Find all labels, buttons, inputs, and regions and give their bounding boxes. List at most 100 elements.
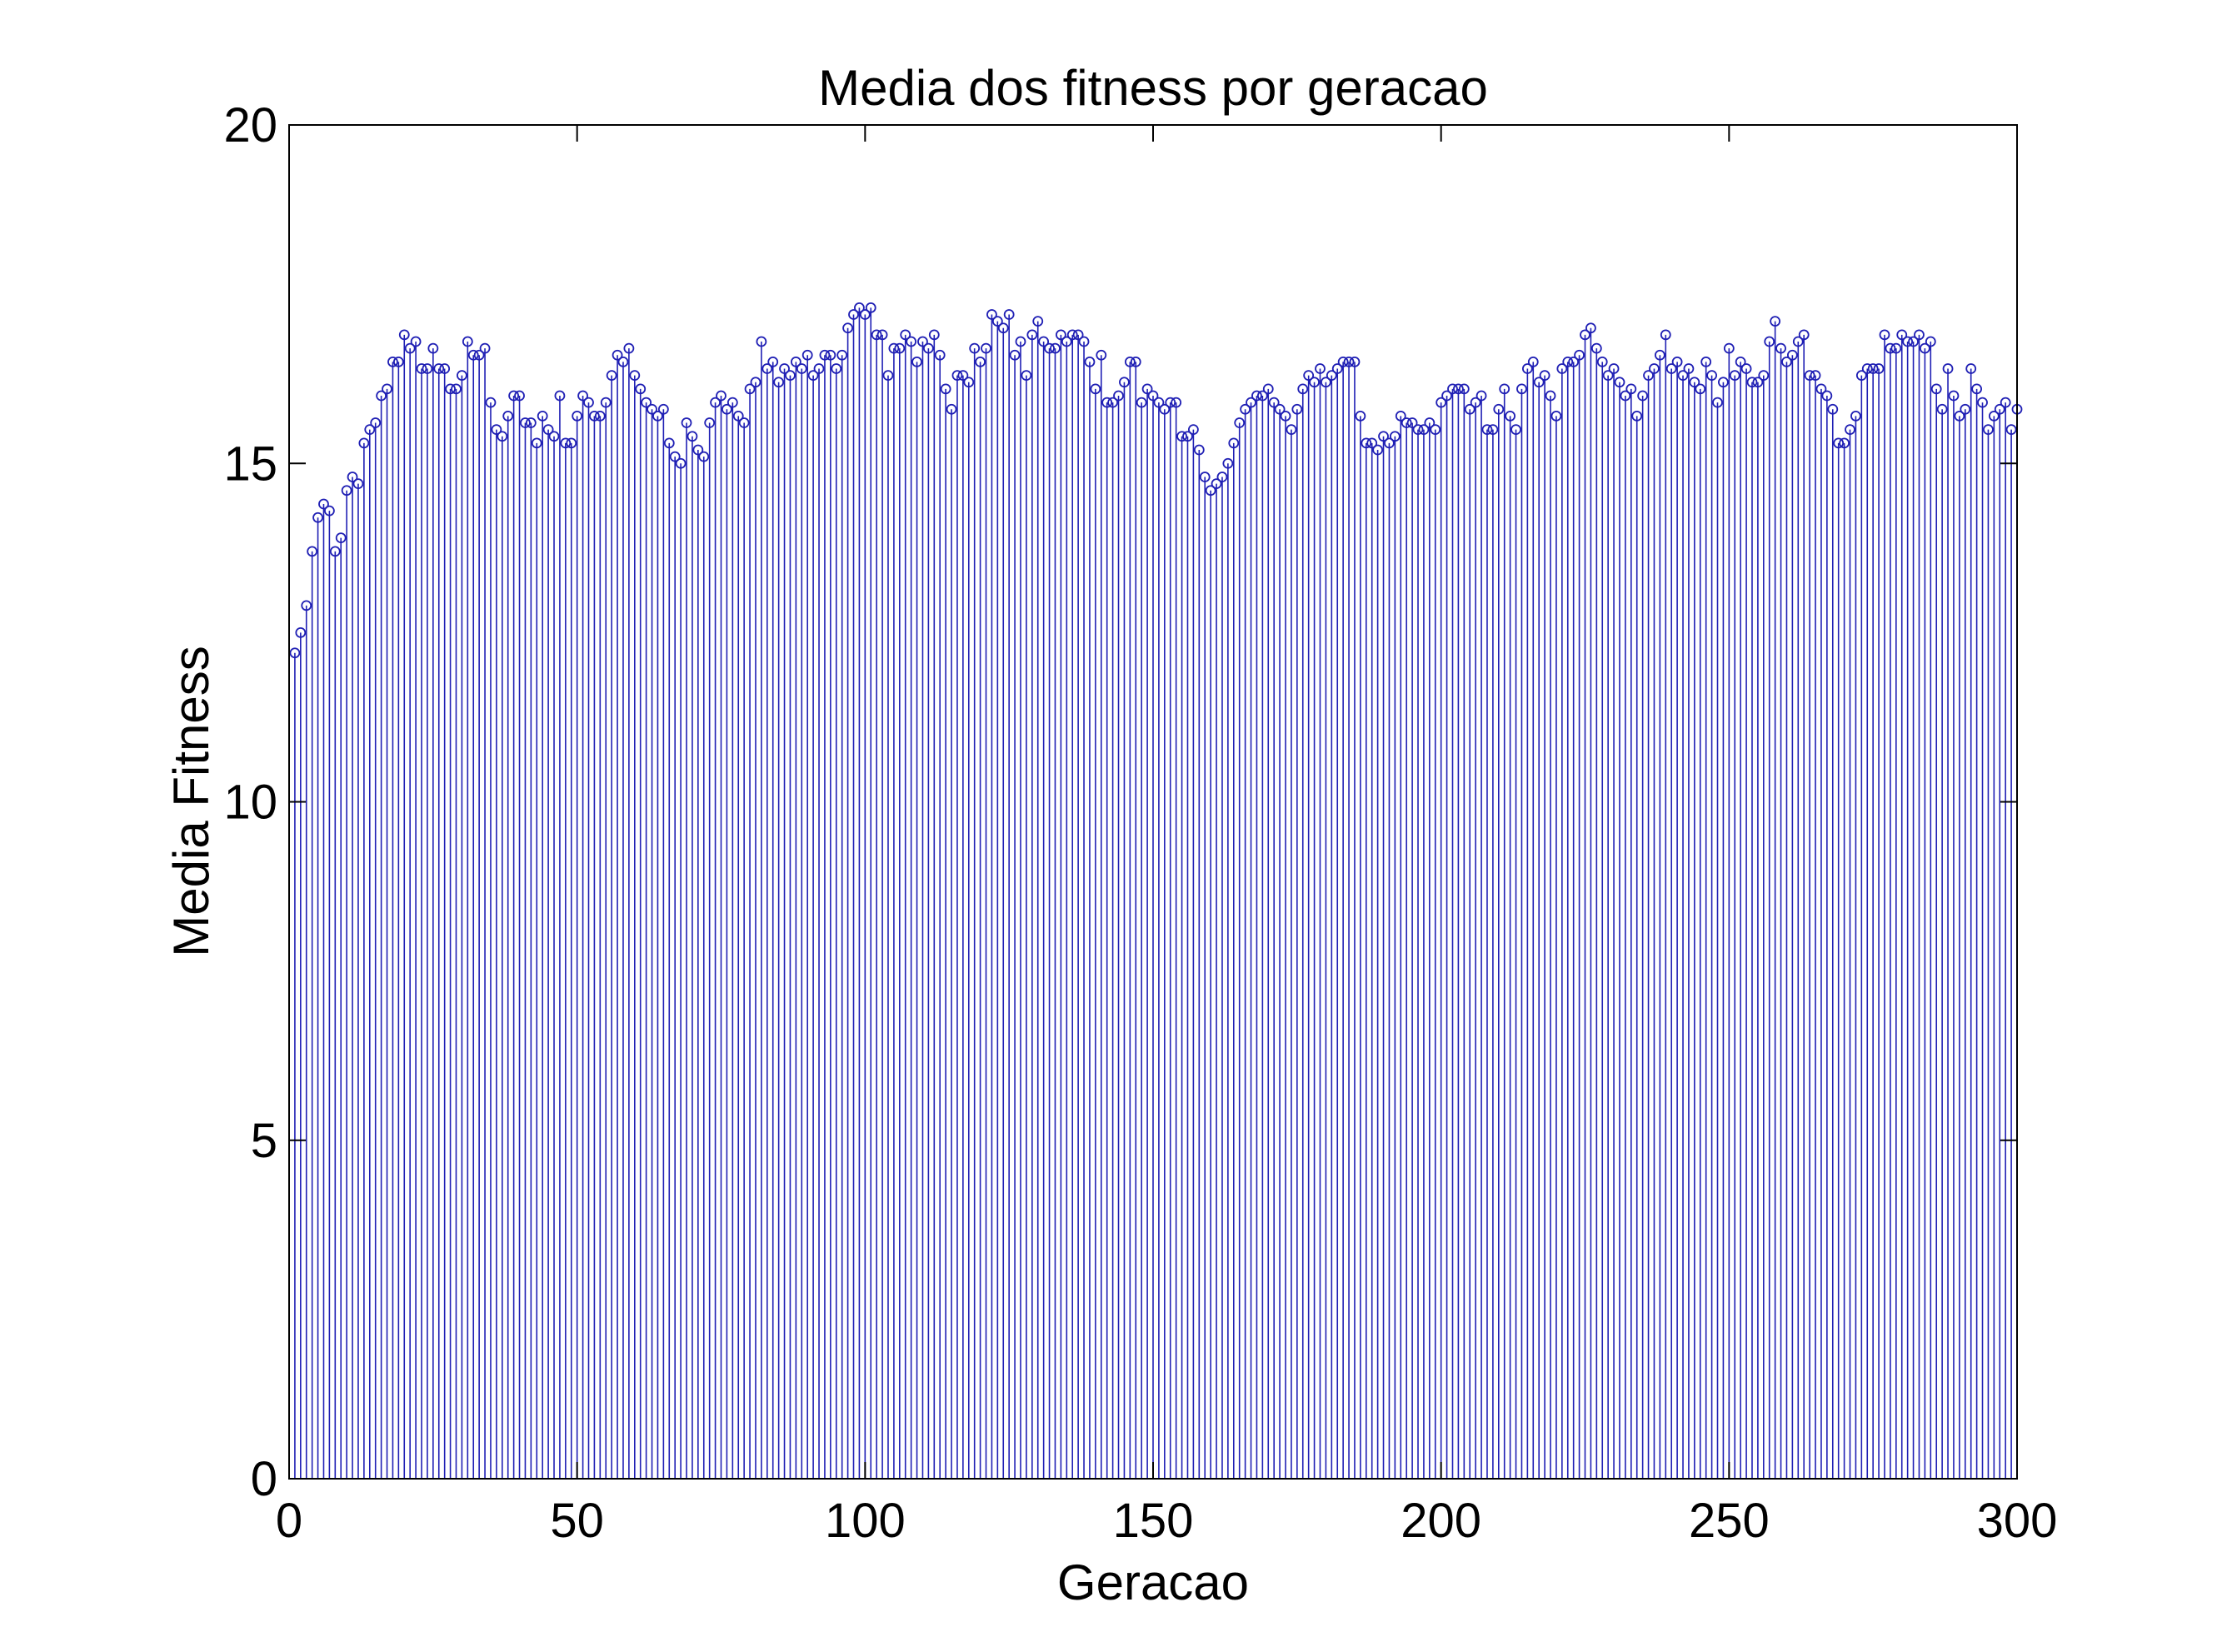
y-tick-label: 10: [223, 776, 277, 830]
data-point: [1038, 336, 1050, 347]
data-point: [548, 431, 560, 442]
data-point: [473, 349, 485, 361]
data-point: [1718, 377, 1729, 388]
data-point: [1988, 410, 2000, 422]
data-point: [1983, 424, 1994, 436]
data-point: [813, 363, 825, 374]
data-point: [497, 431, 508, 442]
data-point: [732, 410, 744, 422]
data-point: [819, 349, 831, 361]
data-point: [1424, 417, 1436, 428]
data-point: [1355, 410, 1366, 422]
data-point: [1890, 342, 1902, 354]
data-point: [1792, 336, 1804, 347]
data-point: [1677, 370, 1689, 382]
data-point: [583, 397, 594, 408]
data-point: [577, 390, 588, 402]
data-point: [1119, 377, 1130, 388]
data-point: [312, 512, 323, 523]
data-point: [1740, 363, 1752, 374]
data-point: [1971, 383, 1983, 395]
data-point: [1873, 363, 1885, 374]
data-point: [1620, 390, 1631, 402]
data-point: [508, 390, 520, 402]
data-point: [1141, 383, 1153, 395]
data-point: [1770, 316, 1781, 327]
data-point: [1827, 403, 1839, 415]
data-point: [1187, 424, 1199, 436]
data-point: [629, 370, 641, 382]
data-point: [1879, 329, 1890, 341]
data-point: [1090, 383, 1101, 395]
data-point: [1113, 390, 1124, 402]
data-point: [358, 437, 370, 449]
data-point: [854, 302, 865, 313]
data-point: [554, 390, 566, 402]
data-point: [1032, 316, 1044, 327]
x-tick-label: 150: [1113, 1494, 1194, 1548]
data-point: [911, 356, 922, 367]
x-tick-label: 50: [550, 1494, 604, 1548]
data-point: [1936, 403, 1948, 415]
ticks-layer: 0 50 100 150 200 250 300 0 5 10 15 20: [223, 98, 2057, 1548]
data-point: [722, 403, 732, 415]
data-point: [1562, 356, 1574, 367]
data-point: [906, 336, 917, 347]
data-point: [1908, 336, 1919, 347]
data-point: [975, 356, 986, 367]
data-point: [756, 336, 767, 347]
data-point: [2005, 424, 2017, 436]
data-point: [1700, 356, 1712, 367]
data-point: [669, 451, 681, 462]
data-point: [1729, 370, 1740, 382]
data-point: [1752, 377, 1764, 388]
data-point: [1228, 437, 1240, 449]
data-point: [934, 349, 946, 361]
data-point: [560, 437, 572, 449]
data-point: [842, 322, 853, 334]
data-point: [1441, 390, 1452, 402]
data-point: [1804, 370, 1815, 382]
y-tick-label: 5: [251, 1114, 277, 1168]
data-point: [318, 498, 329, 510]
data-point: [1044, 342, 1055, 354]
x-axis-label: Geracao: [1057, 1555, 1249, 1610]
data-point: [1539, 370, 1550, 382]
data-point: [594, 410, 606, 422]
data-point: [1850, 410, 1861, 422]
data-point: [1925, 336, 1936, 347]
data-point: [1545, 390, 1556, 402]
data-point: [1821, 390, 1833, 402]
chart-title: Media dos fitness por geracao: [818, 60, 1488, 116]
data-point: [451, 383, 462, 395]
data-point: [744, 383, 756, 395]
data-point: [652, 410, 663, 422]
data-point: [1994, 403, 2005, 415]
data-point: [779, 363, 790, 374]
data-point: [807, 370, 819, 382]
data-point: [1665, 363, 1677, 374]
data-point: [1631, 410, 1643, 422]
data-point: [1625, 383, 1637, 395]
data-point: [1885, 342, 1896, 354]
data-point: [1458, 383, 1470, 395]
data-point: [727, 397, 738, 408]
data-point: [825, 349, 836, 361]
data-point: [1758, 370, 1770, 382]
data-point: [1309, 377, 1320, 388]
data-point: [1136, 397, 1147, 408]
data-point: [1401, 417, 1412, 428]
data-point: [1251, 390, 1262, 402]
x-tick-label: 0: [276, 1494, 302, 1548]
data-point: [1337, 356, 1349, 367]
data-point: [1476, 390, 1487, 402]
data-point: [1861, 363, 1873, 374]
data-point: [1977, 397, 1988, 408]
data-point: [1855, 370, 1867, 382]
data-point: [1297, 383, 1309, 395]
data-point: [922, 342, 934, 354]
data-point: [392, 356, 404, 367]
data-point: [1349, 356, 1361, 367]
data-point: [1867, 363, 1879, 374]
data-point: [767, 356, 779, 367]
